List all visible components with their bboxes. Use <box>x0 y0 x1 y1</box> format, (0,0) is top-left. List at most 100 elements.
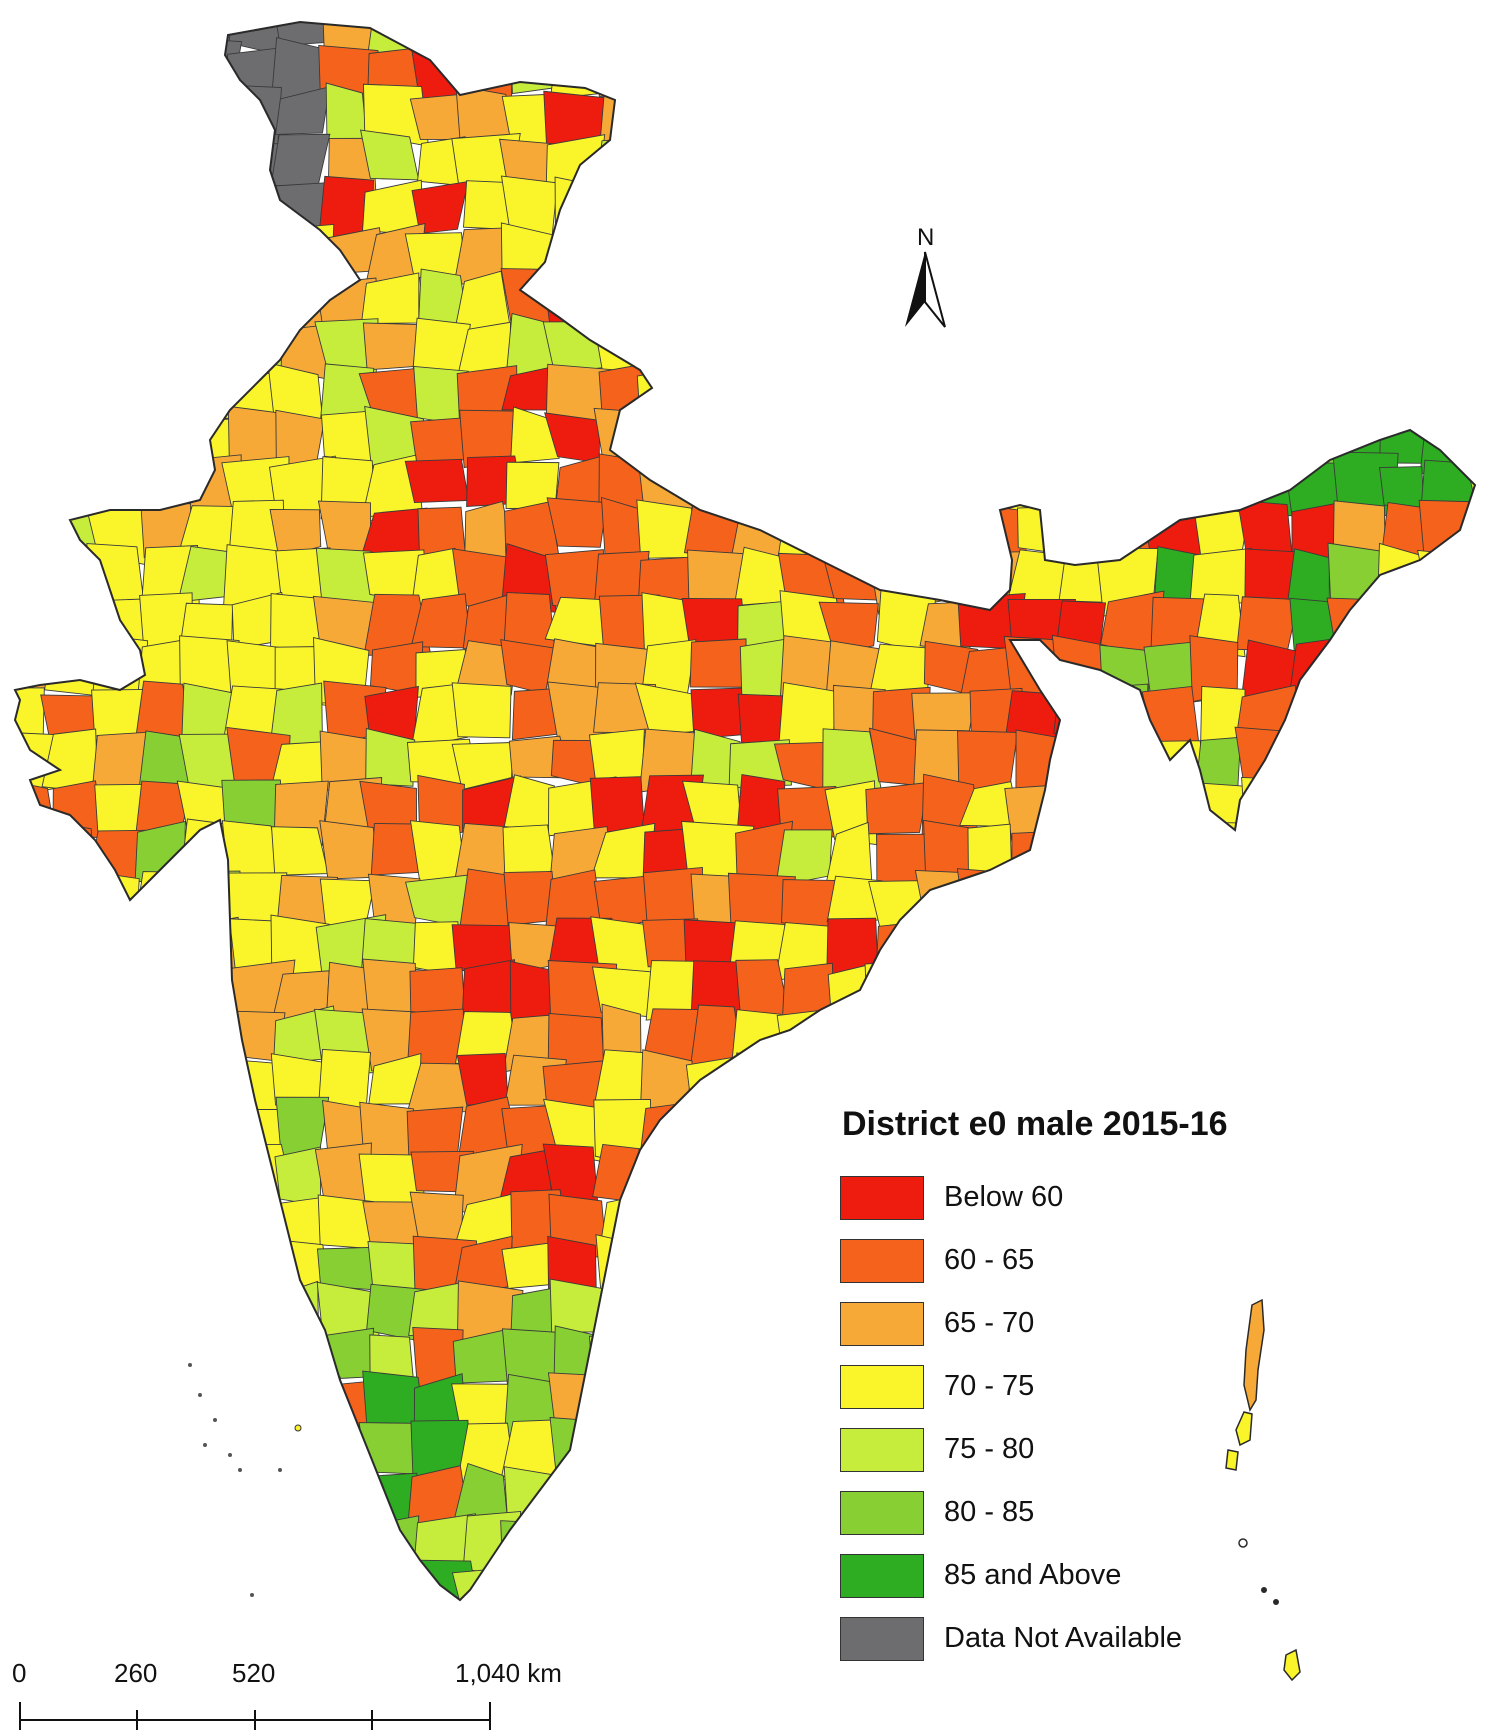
district-polygon <box>1283 84 1340 158</box>
district-polygon <box>685 1193 736 1252</box>
district-polygon <box>44 1152 106 1206</box>
district-polygon <box>1054 41 1121 108</box>
district-polygon <box>592 22 647 57</box>
district-polygon <box>917 22 978 58</box>
district-polygon <box>140 1378 197 1429</box>
district-polygon <box>180 1154 236 1209</box>
district-polygon <box>1467 269 1475 334</box>
district-polygon <box>1374 1051 1435 1113</box>
district-polygon <box>1376 274 1424 342</box>
district-polygon <box>1234 362 1296 425</box>
district-polygon <box>1057 1053 1111 1108</box>
district-polygon <box>319 1515 374 1572</box>
district-polygon <box>1331 822 1385 882</box>
district-polygon <box>1477 3 1489 50</box>
district-polygon <box>834 41 893 108</box>
district-polygon <box>1051 823 1102 881</box>
district-polygon <box>1375 1419 1430 1485</box>
district-polygon <box>84 85 148 158</box>
district-polygon <box>178 1421 244 1489</box>
district-polygon <box>91 1188 144 1251</box>
district-polygon <box>1052 362 1118 428</box>
district-polygon <box>599 223 653 283</box>
district-polygon <box>729 1418 785 1476</box>
district-polygon <box>15 1186 66 1262</box>
district-polygon <box>223 1376 285 1440</box>
district-polygon <box>965 961 1017 1025</box>
district-polygon <box>598 1466 653 1520</box>
district-polygon <box>131 313 192 378</box>
district-polygon <box>1285 231 1339 290</box>
district-polygon <box>270 133 331 189</box>
map-legend: District e0 male 2015-16 Below 60 60 - 65… <box>840 1105 1360 1670</box>
district-polygon <box>1379 466 1425 510</box>
district-polygon <box>1425 1148 1475 1215</box>
district-polygon <box>818 601 879 654</box>
district-polygon <box>544 274 614 328</box>
district-polygon <box>778 1371 843 1428</box>
district-polygon <box>269 508 322 559</box>
district-polygon <box>84 22 155 57</box>
legend-swatch <box>840 1553 924 1598</box>
district-polygon <box>868 458 918 517</box>
district-polygon <box>1241 776 1304 838</box>
district-polygon <box>822 416 876 459</box>
district-polygon <box>1188 223 1247 292</box>
north-label: N <box>917 224 935 251</box>
north-arrow-icon <box>905 251 946 328</box>
district-polygon <box>1192 186 1255 239</box>
district-polygon <box>496 22 567 64</box>
district-polygon <box>141 22 194 51</box>
district-polygon <box>1379 599 1432 649</box>
district-polygon <box>1333 959 1389 1021</box>
district-polygon <box>92 180 157 247</box>
district-polygon <box>966 22 1026 57</box>
district-polygon <box>1003 22 1074 51</box>
district-polygon <box>1468 641 1475 707</box>
district-polygon <box>38 39 99 103</box>
district-polygon <box>1191 87 1250 153</box>
district-polygon <box>639 137 700 196</box>
district-polygon <box>731 1559 796 1600</box>
district-polygon <box>727 1241 789 1304</box>
district-polygon <box>821 91 883 152</box>
district-polygon <box>1417 592 1475 663</box>
district-polygon <box>1378 1510 1439 1573</box>
district-polygon <box>594 136 657 202</box>
district-polygon <box>1372 826 1431 891</box>
district-polygon <box>639 1472 707 1528</box>
district-polygon <box>463 22 515 52</box>
district-polygon <box>960 49 1019 102</box>
district-polygon <box>1149 86 1204 155</box>
district-polygon <box>178 133 244 190</box>
legend-label: 60 - 65 <box>944 1244 1035 1276</box>
district-polygon <box>42 85 98 149</box>
district-polygon <box>1057 729 1125 788</box>
district-polygon <box>546 497 608 548</box>
district-polygon <box>962 918 1027 980</box>
district-polygon <box>85 130 150 195</box>
legend-swatch <box>840 1301 924 1346</box>
district-polygon <box>638 1509 696 1570</box>
district-polygon <box>1189 140 1251 195</box>
district-polygon <box>589 776 645 834</box>
district-polygon <box>1419 639 1475 700</box>
district-polygon <box>49 136 102 196</box>
district-polygon <box>1334 774 1387 825</box>
district-polygon <box>1141 273 1212 334</box>
district-polygon <box>1423 920 1475 972</box>
district-polygon <box>959 225 1017 284</box>
district-polygon <box>317 500 372 554</box>
district-polygon <box>318 1561 366 1600</box>
district-polygon <box>741 359 784 420</box>
district-polygon <box>1289 966 1356 1026</box>
district-polygon <box>1422 1609 1485 1660</box>
district-polygon <box>1285 690 1347 756</box>
district-polygon <box>963 178 1017 249</box>
district-polygon <box>1420 1510 1475 1570</box>
district-polygon <box>182 1336 237 1382</box>
district-polygon <box>1376 913 1439 971</box>
district-polygon <box>229 1522 296 1568</box>
district-polygon <box>1190 272 1240 342</box>
district-polygon <box>736 1142 789 1205</box>
